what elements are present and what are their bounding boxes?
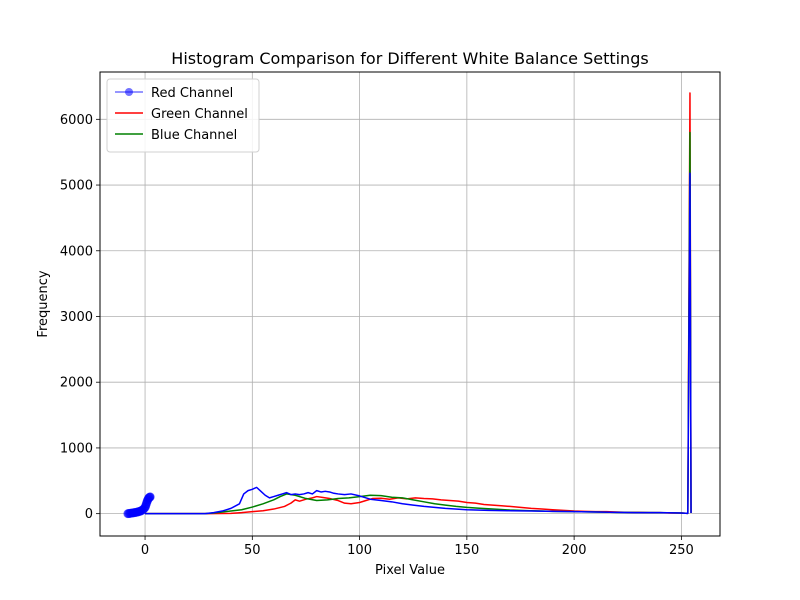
x-tick-label: 150 (454, 543, 479, 558)
x-axis-label: Pixel Value (375, 563, 445, 578)
y-axis-label: Frequency (36, 270, 51, 337)
x-tick-label: 250 (669, 543, 694, 558)
legend-box (106, 78, 260, 153)
x-tick-label: 50 (244, 543, 261, 558)
legend-label: Green Channel (151, 107, 248, 122)
y-tick-label: 5000 (60, 179, 93, 194)
x-tick-label: 200 (562, 543, 587, 558)
plot-frame (99, 71, 721, 537)
x-tick-label: 100 (347, 543, 372, 558)
chart-title: Histogram Comparison for Different White… (171, 49, 648, 68)
legend-label: Red Channel (151, 86, 233, 101)
legend: Red Channel Green Channel Blue Channel (106, 78, 260, 153)
x-tick-label: 0 (141, 543, 149, 558)
y-tick-label: 3000 (60, 310, 93, 325)
y-tick-label: 2000 (60, 376, 93, 391)
plot-series (123, 92, 692, 519)
y-tick-label: 4000 (60, 244, 93, 259)
grid (100, 72, 720, 536)
y-tick-label: 1000 (60, 441, 93, 456)
legend-label: Blue Channel (151, 128, 237, 143)
data-point-marker (145, 492, 155, 502)
axis-ticks: 0 50 100 150 200 250 0 1000 2000 3000 4000 5000 6000 (60, 113, 694, 558)
legend-marker (125, 88, 133, 96)
y-tick-label: 0 (85, 507, 93, 522)
y-tick-label: 6000 (60, 113, 93, 128)
series-line-3 (145, 172, 692, 515)
